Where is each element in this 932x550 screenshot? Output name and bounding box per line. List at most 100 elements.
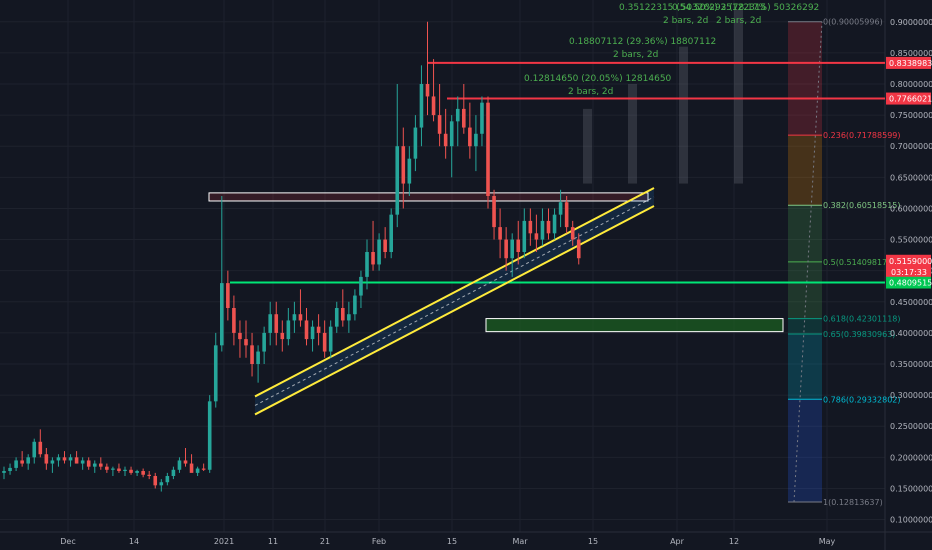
horizontal-line-price-tag: 0.77660218 — [889, 95, 932, 104]
candle-body — [189, 463, 194, 473]
candle-body — [117, 468, 121, 472]
candle-body — [365, 252, 369, 277]
fib-level-label: 0.382(0.60518515) — [823, 201, 901, 210]
candles — [2, 21, 581, 492]
fib-band — [788, 399, 822, 503]
candle-body — [552, 214, 557, 234]
candle-body — [201, 468, 206, 470]
candle-body — [540, 220, 545, 240]
candle-body — [274, 314, 279, 333]
candle-body — [304, 320, 309, 340]
candle-body — [474, 133, 478, 147]
last-price-tag-countdown: 03:17:33 — [891, 268, 927, 277]
candle-body — [220, 283, 224, 346]
candle-body — [56, 457, 61, 461]
candle-body — [50, 460, 55, 464]
x-tick-label: 12 — [729, 537, 739, 546]
candle-body — [528, 220, 533, 234]
candle-body — [244, 339, 248, 346]
measure-label: 0.50326292 (78.17%) 50326292 — [672, 3, 819, 13]
x-tick-label: 14 — [129, 537, 139, 546]
candle-body — [347, 314, 351, 321]
horizontal-lines — [230, 61, 885, 284]
candle-body — [558, 202, 563, 215]
candle-body — [334, 308, 339, 327]
x-axis: Dec 14 2021 11 21 Feb 15 Mar 15 Apr 12 May — [60, 537, 835, 546]
candle-body — [268, 314, 272, 333]
candle-body — [165, 476, 170, 483]
candle-body — [159, 482, 164, 486]
horizontal-line-price-tag: 0.48095152 — [889, 279, 932, 288]
candle-body — [32, 441, 37, 458]
candle-body — [38, 441, 43, 455]
candle-body — [401, 146, 406, 184]
candle-body — [486, 102, 490, 196]
projection-bar — [583, 108, 592, 184]
candle-body — [413, 127, 418, 159]
fib-level-label: 1(0.12813637) — [823, 498, 883, 507]
candle-body — [322, 332, 327, 352]
candle-body — [480, 102, 484, 134]
candle-body — [328, 326, 333, 352]
projection-bar — [679, 46, 688, 184]
channel-lower-line — [254, 205, 655, 416]
candle-body — [14, 460, 18, 468]
candle-body — [262, 332, 266, 352]
candle-body — [2, 471, 6, 473]
candle-body — [510, 239, 514, 259]
fib-band — [788, 205, 822, 262]
fib-band — [788, 135, 822, 206]
y-tick-label: 0.90000000 — [890, 18, 932, 27]
candle-body — [232, 308, 236, 333]
candle-body — [407, 158, 412, 184]
x-tick-label: Feb — [372, 537, 386, 546]
candle-body — [425, 84, 430, 97]
candle-body — [395, 146, 400, 215]
last-price-tag-bg — [886, 254, 931, 277]
fib-band — [788, 333, 822, 400]
candle-body — [123, 469, 127, 472]
candle-body — [26, 457, 30, 464]
fib-band — [788, 318, 822, 334]
candle-body — [256, 351, 260, 364]
horizontal-line-price-tag-bg — [886, 92, 931, 105]
candle-body — [238, 332, 242, 340]
x-tick-label: May — [819, 537, 836, 546]
candle-body — [44, 454, 49, 464]
candle-body — [383, 239, 387, 252]
zones — [208, 192, 784, 333]
candle-body — [498, 227, 502, 240]
candle-body — [341, 308, 345, 321]
price-tags: 0.83389837 0.77660218 0.48095152 0.51590000… — [886, 56, 932, 289]
candle-body — [141, 471, 145, 475]
candle-body — [419, 84, 424, 128]
candle-body — [80, 460, 85, 464]
x-tick-label: Apr — [670, 537, 685, 546]
candle-body — [68, 457, 73, 461]
candle-body — [504, 239, 508, 259]
x-tick-label: 11 — [268, 537, 278, 546]
candle-body — [570, 227, 575, 240]
x-tick-label: 15 — [588, 537, 598, 546]
candle-body — [280, 332, 285, 340]
candle-body — [462, 108, 466, 128]
candle-body — [534, 233, 539, 240]
candle-body — [226, 283, 230, 308]
candle-body — [135, 471, 139, 473]
channel-fill — [255, 188, 654, 415]
candle-body — [298, 314, 303, 321]
candle-body — [153, 476, 158, 486]
fib-level-label: 0.786(0.29332802) — [823, 395, 901, 404]
candle-body — [292, 314, 297, 321]
